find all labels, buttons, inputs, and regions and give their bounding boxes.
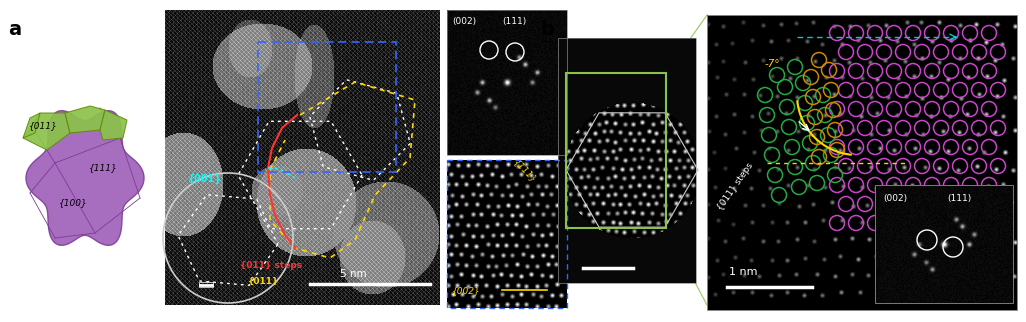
Text: {011} steps: {011} steps — [240, 261, 302, 270]
Text: {011}: {011} — [29, 121, 57, 130]
Text: {011} steps: {011} steps — [715, 161, 755, 212]
Bar — [558, 38, 696, 283]
Text: {011}: {011} — [248, 277, 279, 286]
Text: (002): (002) — [883, 194, 907, 203]
Bar — [258, 42, 396, 172]
Text: {001}: {001} — [188, 174, 223, 184]
Bar — [447, 160, 567, 308]
Bar — [199, 282, 213, 287]
Polygon shape — [65, 106, 105, 133]
Bar — [447, 10, 567, 155]
Text: -7°: -7° — [765, 59, 781, 69]
Text: 1 nm: 1 nm — [729, 267, 757, 277]
Bar — [707, 15, 1017, 310]
Polygon shape — [23, 113, 70, 150]
Text: {100}: {100} — [58, 198, 87, 207]
Text: (111): (111) — [947, 194, 972, 203]
Polygon shape — [26, 111, 144, 245]
Text: (111): (111) — [502, 17, 526, 26]
Text: {111}: {111} — [88, 164, 117, 173]
Polygon shape — [23, 113, 40, 138]
Text: b: b — [540, 20, 554, 39]
Bar — [875, 185, 1013, 303]
Polygon shape — [100, 110, 127, 140]
Text: 5 nm: 5 nm — [340, 269, 366, 279]
Text: {002}: {002} — [452, 286, 481, 295]
Text: (002): (002) — [452, 17, 476, 26]
Bar — [566, 73, 666, 228]
Text: a: a — [8, 20, 22, 39]
Text: {111}: {111} — [512, 157, 539, 184]
